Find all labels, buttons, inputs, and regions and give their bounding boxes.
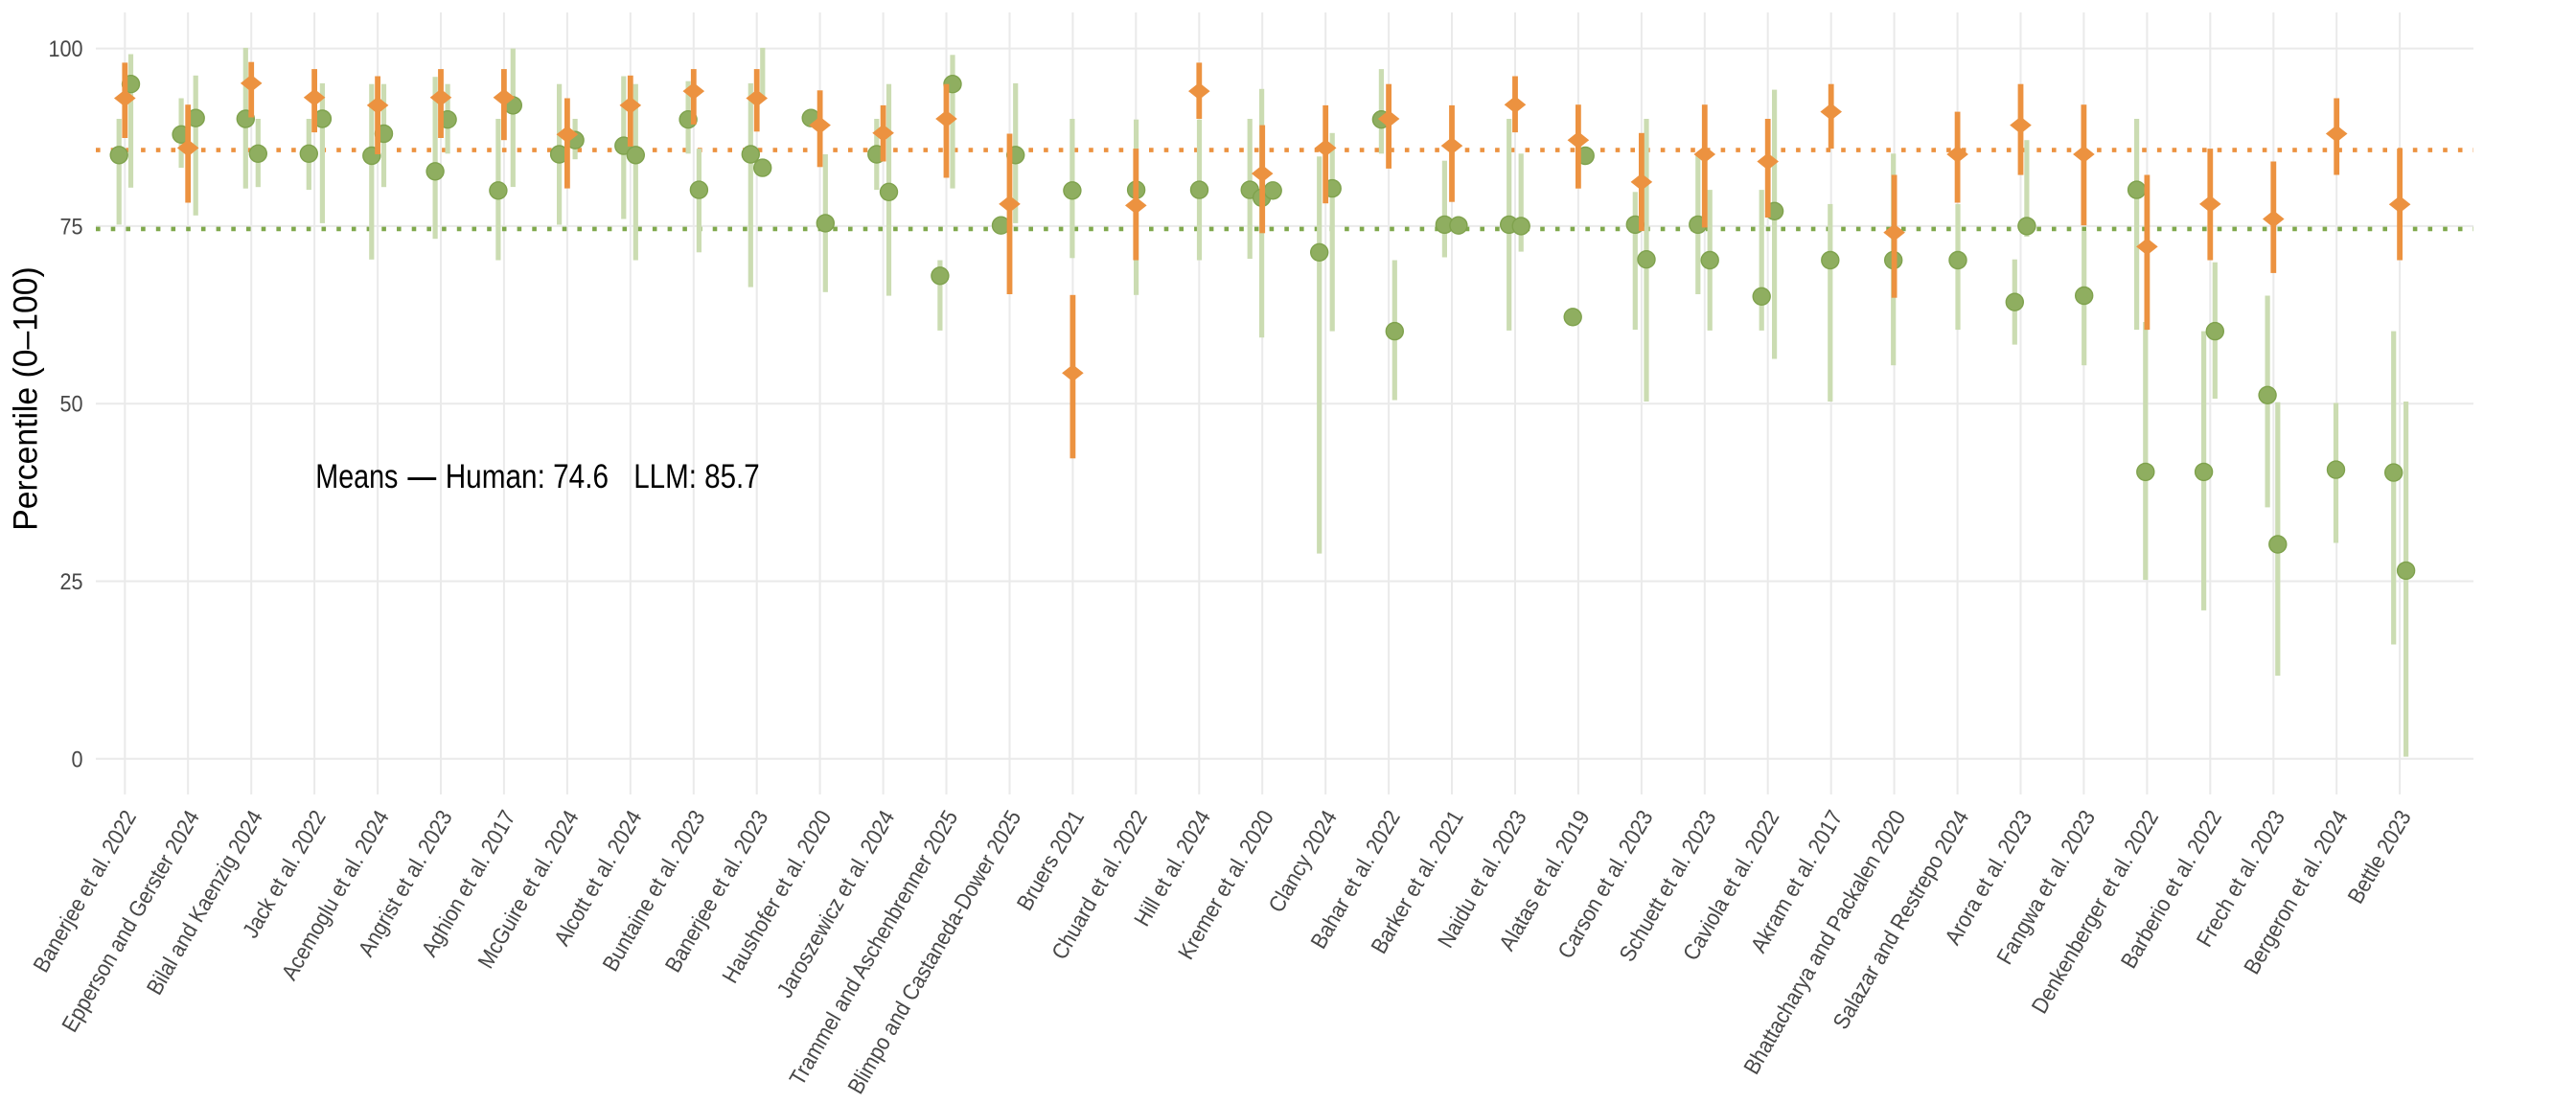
svg-text:0: 0: [71, 746, 82, 771]
svg-text:LLM: 85.7: LLM: 85.7: [633, 456, 759, 494]
svg-text:Means: Means: [315, 457, 398, 495]
svg-text:100: 100: [48, 35, 82, 61]
svg-text:25: 25: [59, 568, 82, 594]
svg-text:Human: 74.6: Human: 74.6: [446, 456, 609, 494]
svg-text:50: 50: [59, 391, 82, 417]
svg-text:Percentile (0–100): Percentile (0–100): [8, 266, 45, 530]
svg-text:75: 75: [59, 213, 82, 239]
